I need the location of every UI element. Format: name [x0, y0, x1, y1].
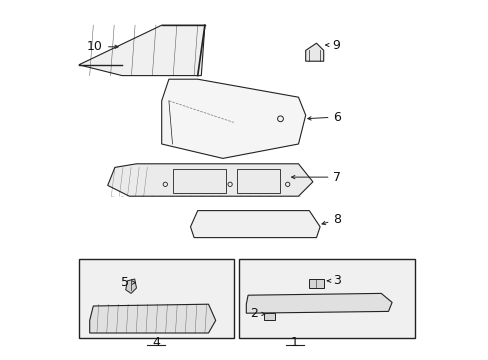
- Bar: [239, 259, 415, 338]
- Text: 8: 8: [322, 213, 341, 226]
- Text: 1: 1: [290, 336, 298, 349]
- Bar: [309, 279, 323, 288]
- Polygon shape: [305, 43, 323, 61]
- Bar: [172, 169, 226, 193]
- Text: 5: 5: [121, 276, 135, 289]
- Polygon shape: [89, 304, 215, 333]
- Polygon shape: [190, 211, 320, 238]
- Text: 9: 9: [325, 39, 340, 51]
- Polygon shape: [107, 164, 312, 196]
- Text: 3: 3: [327, 274, 341, 287]
- Text: 4: 4: [152, 336, 160, 349]
- Text: 10: 10: [87, 40, 118, 53]
- Bar: [79, 259, 233, 338]
- Bar: [264, 313, 275, 320]
- Text: 6: 6: [307, 111, 341, 123]
- Polygon shape: [125, 279, 136, 293]
- Text: 7: 7: [291, 171, 341, 184]
- Polygon shape: [79, 25, 204, 76]
- Bar: [237, 169, 280, 193]
- Polygon shape: [162, 79, 305, 158]
- Text: 2: 2: [250, 307, 264, 320]
- Polygon shape: [246, 293, 391, 313]
